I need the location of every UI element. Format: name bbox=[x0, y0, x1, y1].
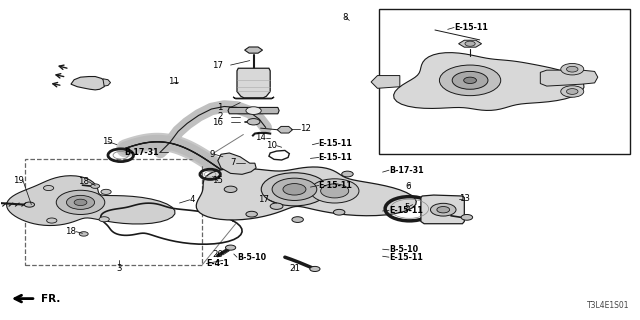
Text: B-5-10: B-5-10 bbox=[389, 245, 418, 254]
Circle shape bbox=[101, 189, 111, 195]
Text: E-15-11: E-15-11 bbox=[454, 23, 488, 32]
Polygon shape bbox=[228, 108, 279, 114]
Text: B-17-31: B-17-31 bbox=[389, 166, 424, 175]
Polygon shape bbox=[371, 76, 400, 88]
Text: 19: 19 bbox=[13, 176, 24, 185]
Circle shape bbox=[224, 186, 237, 193]
Polygon shape bbox=[233, 97, 274, 99]
Text: 9: 9 bbox=[209, 150, 214, 159]
Text: 7: 7 bbox=[230, 158, 236, 167]
Polygon shape bbox=[277, 126, 292, 133]
Circle shape bbox=[272, 178, 317, 200]
Text: 15: 15 bbox=[212, 176, 223, 185]
Text: 16: 16 bbox=[212, 118, 223, 127]
Bar bbox=[25, 159, 202, 265]
Circle shape bbox=[91, 184, 100, 188]
Text: E-15-11: E-15-11 bbox=[389, 253, 423, 262]
Circle shape bbox=[566, 66, 578, 72]
Circle shape bbox=[246, 107, 261, 115]
Polygon shape bbox=[237, 68, 270, 98]
Circle shape bbox=[67, 196, 95, 209]
Text: E-15-11: E-15-11 bbox=[319, 153, 353, 162]
Circle shape bbox=[270, 203, 283, 209]
Circle shape bbox=[431, 203, 456, 216]
Circle shape bbox=[566, 89, 578, 94]
Text: 17: 17 bbox=[258, 195, 269, 204]
Text: 1: 1 bbox=[218, 103, 223, 112]
Circle shape bbox=[47, 218, 57, 223]
Circle shape bbox=[225, 245, 236, 250]
Circle shape bbox=[342, 171, 353, 177]
Polygon shape bbox=[218, 153, 256, 174]
Circle shape bbox=[246, 211, 257, 217]
Text: 11: 11 bbox=[168, 77, 179, 86]
Circle shape bbox=[461, 214, 472, 220]
Circle shape bbox=[561, 86, 584, 97]
Circle shape bbox=[247, 119, 260, 125]
Polygon shape bbox=[244, 47, 262, 53]
Circle shape bbox=[310, 267, 320, 271]
Text: E-4-1: E-4-1 bbox=[206, 259, 229, 268]
Circle shape bbox=[56, 190, 105, 214]
Text: 13: 13 bbox=[460, 194, 470, 204]
Circle shape bbox=[283, 184, 306, 195]
Polygon shape bbox=[459, 40, 481, 47]
Circle shape bbox=[292, 217, 303, 222]
Circle shape bbox=[261, 173, 328, 206]
Circle shape bbox=[440, 65, 500, 96]
Polygon shape bbox=[394, 52, 584, 110]
Text: 6: 6 bbox=[405, 182, 411, 191]
Circle shape bbox=[437, 206, 450, 213]
Circle shape bbox=[321, 184, 349, 198]
Circle shape bbox=[79, 232, 88, 236]
Polygon shape bbox=[71, 76, 106, 90]
Polygon shape bbox=[103, 79, 111, 86]
Text: E-15-11: E-15-11 bbox=[389, 206, 423, 215]
Polygon shape bbox=[421, 195, 465, 224]
Polygon shape bbox=[6, 176, 175, 226]
Text: E-15-11: E-15-11 bbox=[319, 139, 353, 148]
Text: 14: 14 bbox=[255, 133, 266, 142]
Text: B-5-10: B-5-10 bbox=[237, 253, 266, 262]
Text: FR.: FR. bbox=[41, 293, 60, 304]
Text: 20: 20 bbox=[212, 251, 223, 260]
Text: 18: 18 bbox=[65, 227, 76, 236]
Text: E-15-11: E-15-11 bbox=[319, 181, 353, 190]
Text: 5: 5 bbox=[404, 203, 410, 212]
Text: 17: 17 bbox=[212, 60, 223, 69]
Text: B-17-31: B-17-31 bbox=[124, 148, 159, 156]
Circle shape bbox=[464, 77, 476, 84]
Text: 18: 18 bbox=[78, 177, 89, 186]
Circle shape bbox=[310, 179, 359, 203]
Circle shape bbox=[99, 217, 109, 222]
Polygon shape bbox=[540, 70, 598, 86]
Text: 15: 15 bbox=[102, 137, 113, 146]
Circle shape bbox=[44, 186, 54, 191]
Circle shape bbox=[24, 202, 35, 207]
Text: 12: 12 bbox=[300, 124, 310, 133]
Text: 10: 10 bbox=[266, 141, 276, 150]
Text: 4: 4 bbox=[189, 195, 195, 204]
Text: 3: 3 bbox=[116, 264, 122, 274]
Circle shape bbox=[465, 41, 475, 46]
Circle shape bbox=[452, 71, 488, 89]
Text: 2: 2 bbox=[218, 113, 223, 122]
Circle shape bbox=[561, 63, 584, 75]
Circle shape bbox=[74, 199, 87, 205]
Text: 8: 8 bbox=[343, 13, 348, 22]
Polygon shape bbox=[196, 167, 416, 220]
Text: 21: 21 bbox=[289, 264, 300, 274]
Text: T3L4E1S01: T3L4E1S01 bbox=[588, 301, 630, 310]
Circle shape bbox=[333, 209, 345, 215]
Bar bbox=[379, 9, 630, 154]
